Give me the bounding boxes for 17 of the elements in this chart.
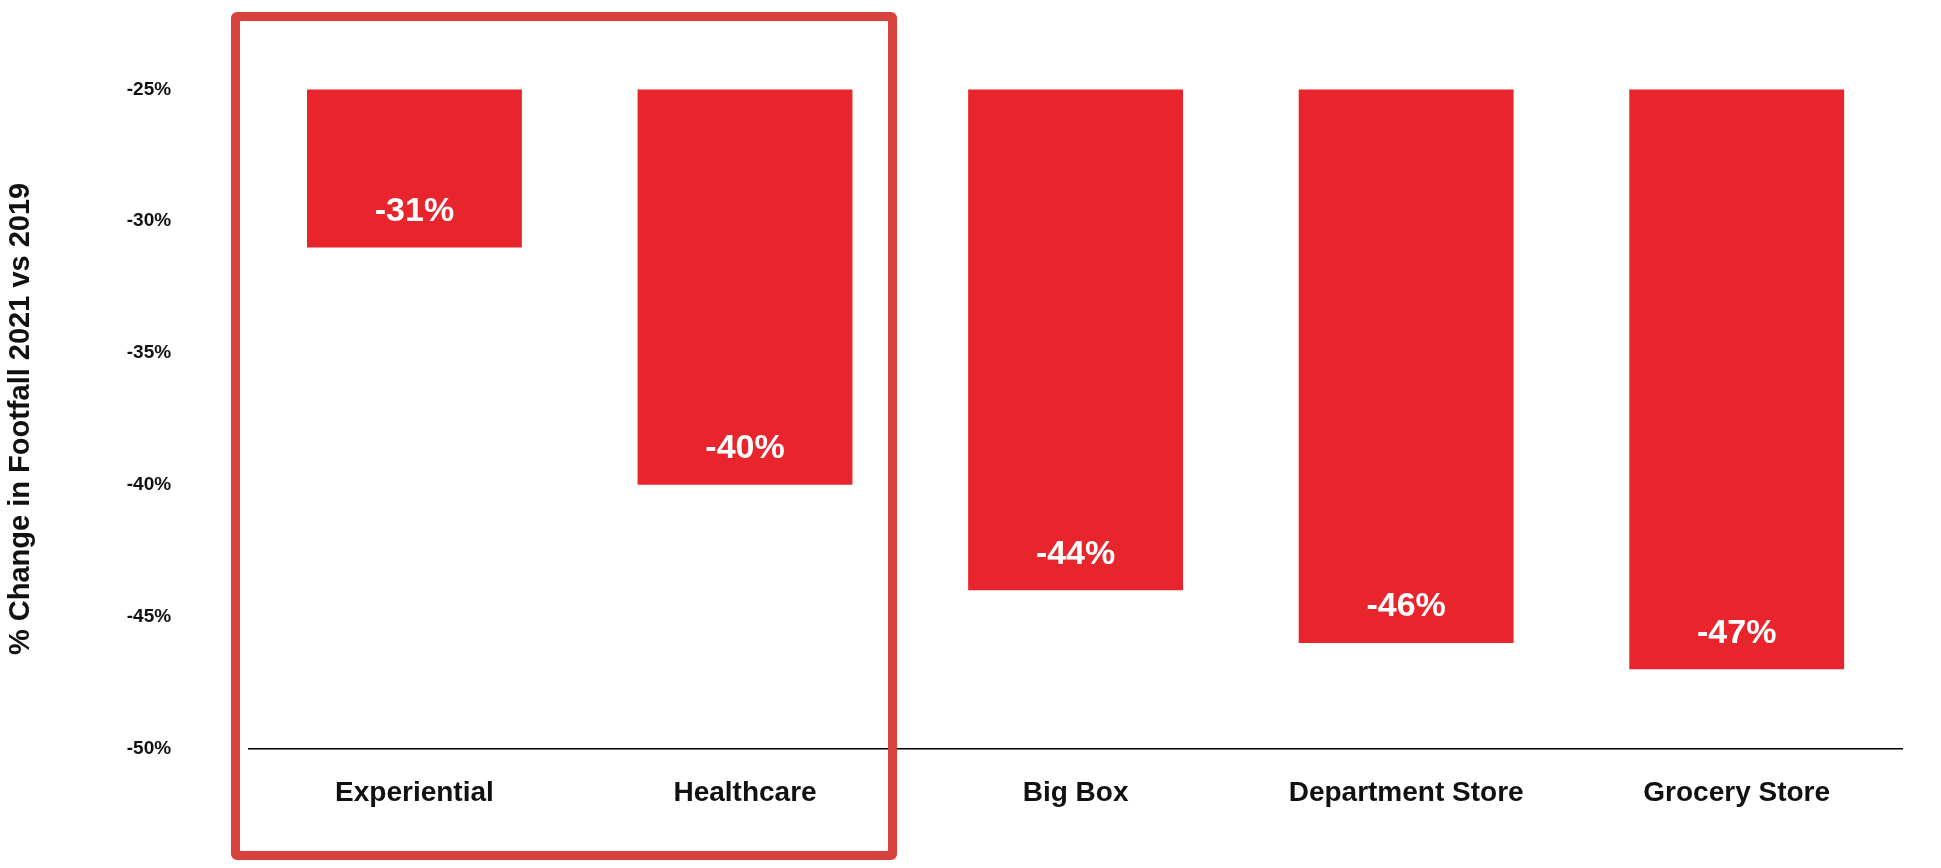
data-label: -31%: [374, 189, 455, 228]
x-tick-label: Big Box: [1022, 775, 1129, 807]
data-label: -40%: [705, 427, 785, 466]
data-label: -47%: [1697, 611, 1777, 650]
x-tick-label: Grocery Store: [1643, 775, 1831, 807]
y-tick-label: -45%: [126, 604, 172, 626]
data-label: -44%: [1035, 532, 1116, 571]
y-tick-label: -35%: [126, 341, 172, 363]
y-tick-label: -30%: [126, 209, 172, 231]
data-label: -46%: [1366, 585, 1446, 624]
x-tick-label: Experiential: [335, 775, 494, 807]
y-tick-label: -25%: [126, 77, 172, 99]
y-tick-label: -50%: [126, 736, 172, 758]
x-tick-label: Department Store: [1288, 775, 1524, 807]
y-tick-label: -40%: [126, 473, 172, 495]
x-tick-label: Healthcare: [673, 775, 817, 807]
y-axis-title: % Change in Footfall 2021 vs 2019: [3, 182, 36, 656]
